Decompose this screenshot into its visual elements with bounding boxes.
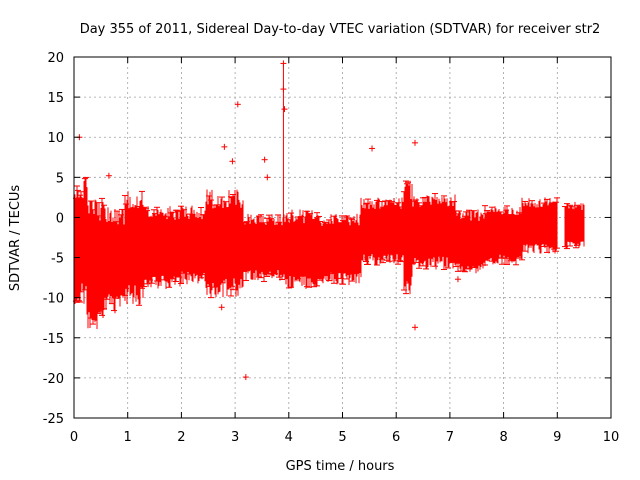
x-tick-label: 6: [392, 430, 400, 445]
y-tick-label: -15: [43, 332, 64, 347]
outlier-point: [369, 145, 376, 152]
y-tick-label: -5: [51, 252, 64, 267]
tick-labels: 0 1 2 3 4 5 6 7 8 9 10 20 15 10 5 0 -5 -10 -15 -20 -25: [43, 51, 620, 445]
x-tick-label: 0: [70, 430, 78, 445]
y-tick-label: -20: [43, 372, 64, 387]
x-tick-label: 9: [553, 430, 561, 445]
outlier-point: [264, 174, 271, 181]
outlier-point: [229, 158, 236, 165]
outlier-point: [411, 139, 418, 146]
y-tick-label: 15: [47, 91, 64, 106]
x-tick-label: 1: [124, 430, 132, 445]
outlier-point: [454, 276, 461, 283]
outlier-point: [242, 374, 249, 381]
y-axis-label: SDTVAR / TECUs: [8, 185, 23, 292]
y-tick-label: 5: [56, 171, 64, 186]
y-tick-label: -25: [43, 412, 64, 427]
x-tick-label: 4: [285, 430, 293, 445]
outlier-point: [234, 101, 241, 108]
x-tick-label: 10: [603, 430, 620, 445]
outlier-point: [218, 304, 225, 311]
axis-ticks: [73, 56, 612, 419]
outlier-point: [221, 143, 228, 150]
y-tick-label: 10: [47, 131, 64, 146]
y-tick-label: -10: [43, 292, 64, 307]
outlier-point: [411, 324, 418, 331]
outlier-point: [261, 156, 268, 163]
x-tick-label: 5: [338, 430, 346, 445]
outlier-point: [281, 106, 288, 113]
x-tick-label: 7: [446, 430, 454, 445]
x-tick-label: 3: [231, 430, 239, 445]
outlier-point: [105, 172, 112, 179]
y-tick-label: 0: [56, 211, 64, 226]
x-tick-label: 8: [499, 430, 507, 445]
y-tick-label: 20: [47, 51, 64, 66]
chart-title: Day 355 of 2011, Sidereal Day-to-day VTE…: [80, 22, 601, 37]
x-tick-label: 2: [177, 430, 185, 445]
x-axis-label: GPS time / hours: [286, 459, 395, 474]
